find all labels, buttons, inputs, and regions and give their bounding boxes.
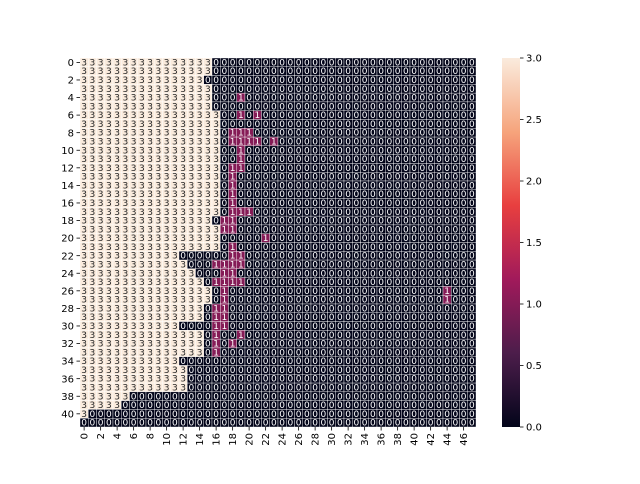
x-tick-label: 10 (162, 433, 173, 446)
x-tick-label: 24 (278, 433, 289, 446)
y-tick-label: 2 (68, 76, 74, 87)
y-tick-label: 24 (61, 269, 74, 280)
x-tick-label: 34 (360, 433, 371, 446)
cell-annotation: 0 (469, 419, 475, 429)
x-tick-label: 46 (459, 433, 470, 446)
y-tick-label: 0 (68, 58, 74, 69)
y-tick-label: 26 (61, 286, 74, 297)
colorbar-tick-label: 3.0 (526, 54, 542, 65)
y-tick-label: 36 (61, 374, 74, 385)
x-tick-label: 18 (228, 433, 239, 446)
y-tick-label: 22 (61, 251, 74, 262)
cell-annotation: 0 (288, 419, 294, 429)
y-tick-label: 4 (68, 93, 74, 104)
y-tick-label: 14 (61, 181, 74, 192)
y-tick-label: 16 (61, 199, 74, 210)
y-tick-label: 20 (61, 234, 74, 245)
colorbar-gradient (502, 58, 520, 427)
x-tick-label: 4 (113, 433, 124, 439)
cell-annotation: 0 (189, 419, 195, 429)
cell-annotation: 0 (304, 419, 310, 429)
x-axis: 0 2 4 6 8 10 12 14 16 18 20 22 24 26 28 30 32 34 36 38 40 42 4… (80, 427, 470, 446)
y-tick-label: 8 (68, 128, 74, 139)
x-tick-label: 22 (261, 433, 272, 446)
colorbar-tick-label: 0.0 (526, 423, 542, 434)
colorbar-tick-label: 1.5 (526, 238, 542, 249)
colorbar-tick-label: 2.0 (526, 177, 542, 188)
x-tick-label: 36 (377, 433, 388, 446)
x-tick-label: 28 (311, 433, 322, 446)
x-tick-label: 42 (426, 433, 437, 446)
x-tick-label: 38 (393, 433, 404, 446)
colorbar-tick-label: 0.5 (526, 361, 542, 372)
y-tick-label: 10 (61, 146, 74, 157)
cell-annotation: 0 (139, 419, 145, 429)
cell-annotation: 0 (337, 419, 343, 429)
colorbar-tick-label: 1.0 (526, 300, 542, 311)
x-tick-label: 26 (294, 433, 305, 446)
cell-annotation: 0 (156, 419, 162, 429)
heatmap-cells (79, 57, 477, 428)
cell-annotation: 0 (370, 419, 376, 429)
cell-annotation: 0 (321, 419, 327, 429)
colorbar-tick-label: 2.5 (526, 115, 542, 126)
cell-annotation: 0 (255, 419, 261, 429)
y-tick-label: 32 (61, 339, 74, 350)
cell-annotation: 0 (238, 419, 244, 429)
y-tick-label: 18 (61, 216, 74, 227)
x-tick-label: 40 (410, 433, 421, 446)
cell-annotation: 0 (354, 419, 360, 429)
x-tick-label: 14 (195, 433, 206, 446)
y-tick-label: 12 (61, 163, 74, 174)
y-tick-label: 40 (61, 409, 74, 420)
y-tick-label: 6 (68, 111, 74, 122)
cell-annotation: 0 (403, 419, 409, 429)
cell-annotation: 0 (420, 419, 426, 429)
y-tick-label: 38 (61, 392, 74, 403)
cell-annotation: 0 (172, 419, 178, 429)
x-tick-label: 12 (179, 433, 190, 446)
x-tick-label: 32 (344, 433, 355, 446)
x-tick-label: 2 (96, 433, 107, 439)
y-tick-label: 34 (61, 357, 74, 368)
cell-annotation: 0 (90, 419, 96, 429)
cell-annotation: 0 (106, 419, 112, 429)
x-tick-label: 44 (443, 433, 454, 446)
x-tick-label: 0 (80, 433, 91, 439)
x-tick-label: 30 (327, 433, 338, 446)
cell-annotation: 0 (436, 419, 442, 429)
cell-annotation: 0 (123, 419, 129, 429)
x-tick-label: 6 (129, 433, 140, 439)
cell-annotation: 0 (222, 419, 228, 429)
y-tick-label: 28 (61, 304, 74, 315)
colorbar: 0.0 0.5 1.0 1.5 2.0 2.5 3.0 (502, 54, 542, 434)
x-tick-label: 20 (245, 433, 256, 446)
cell-annotation: 0 (205, 419, 211, 429)
x-tick-label: 16 (212, 433, 223, 446)
cell-annotation: 0 (453, 419, 459, 429)
y-tick-label: 30 (61, 322, 74, 333)
cell-annotation: 0 (387, 419, 393, 429)
cell-annotation: 0 (271, 419, 277, 429)
x-tick-label: 8 (146, 433, 157, 439)
